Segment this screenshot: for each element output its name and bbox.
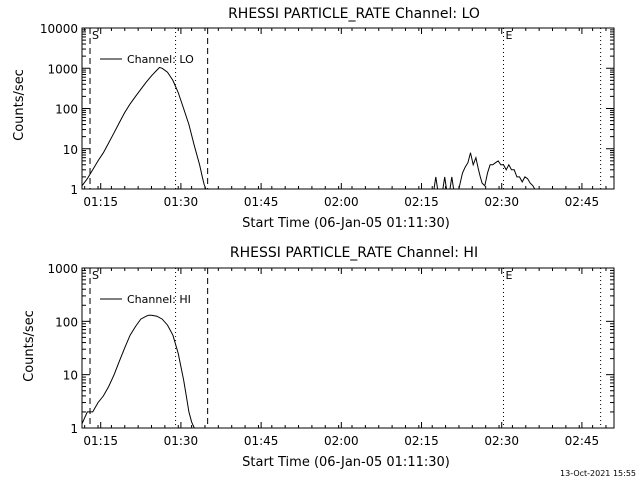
chart-title: RHESSI PARTICLE_RATE Channel: HI (230, 245, 478, 261)
x-tick-label: 01:30 (164, 434, 199, 448)
x-tick-label: 02:45 (565, 434, 600, 448)
x-axis-label: Start Time (06-Jan-05 01:11:30) (242, 455, 450, 470)
event-marker-label: S (92, 29, 99, 42)
y-tick-label: 10000 (40, 22, 78, 36)
chart-panel-lo: RHESSI PARTICLE_RATE Channel: LO Counts/… (12, 6, 615, 231)
chart-panel-hi: RHESSI PARTICLE_RATE Channel: HI Counts/… (22, 245, 615, 470)
y-tick-label: 1 (70, 422, 78, 436)
x-tick-label: 02:00 (324, 195, 359, 209)
x-tick-label: 01:45 (244, 434, 279, 448)
x-tick-label: 02:15 (404, 434, 439, 448)
footer-timestamp: 13-Oct-2021 15:55 (560, 469, 636, 478)
x-tick-label: 02:00 (324, 434, 359, 448)
x-tick-label: 02:30 (484, 195, 519, 209)
y-tick-label: 100 (55, 315, 78, 329)
y-tick-label: 10 (63, 143, 78, 157)
legend-entry: Channel: LO (127, 53, 194, 66)
event-marker-label: E (506, 29, 513, 42)
y-tick-label: 1000 (47, 62, 78, 76)
series-line (81, 66, 207, 190)
x-tick-label: 02:45 (565, 195, 600, 209)
x-tick-label: 01:30 (164, 195, 199, 209)
legend-entry: Channel: HI (127, 293, 191, 306)
series-line (81, 314, 195, 429)
event-marker-label: E (506, 269, 513, 282)
y-tick-label: 1000 (47, 262, 78, 276)
x-axis-label: Start Time (06-Jan-05 01:11:30) (242, 216, 450, 231)
x-tick-label: 01:15 (83, 434, 118, 448)
event-marker-label: S (92, 269, 99, 282)
x-tick-label: 02:30 (484, 434, 519, 448)
x-tick-label: 02:15 (404, 195, 439, 209)
series-line (433, 152, 536, 190)
chart-title: RHESSI PARTICLE_RATE Channel: LO (228, 6, 480, 22)
y-tick-label: 10 (63, 369, 78, 383)
y-tick-label: 100 (55, 103, 78, 117)
y-tick-label: 1 (70, 183, 78, 197)
y-axis-label: Counts/sec (22, 310, 37, 382)
x-tick-label: 01:15 (83, 195, 118, 209)
y-axis-label: Counts/sec (12, 69, 27, 141)
x-tick-label: 01:45 (244, 195, 279, 209)
plot-frame (81, 267, 615, 429)
